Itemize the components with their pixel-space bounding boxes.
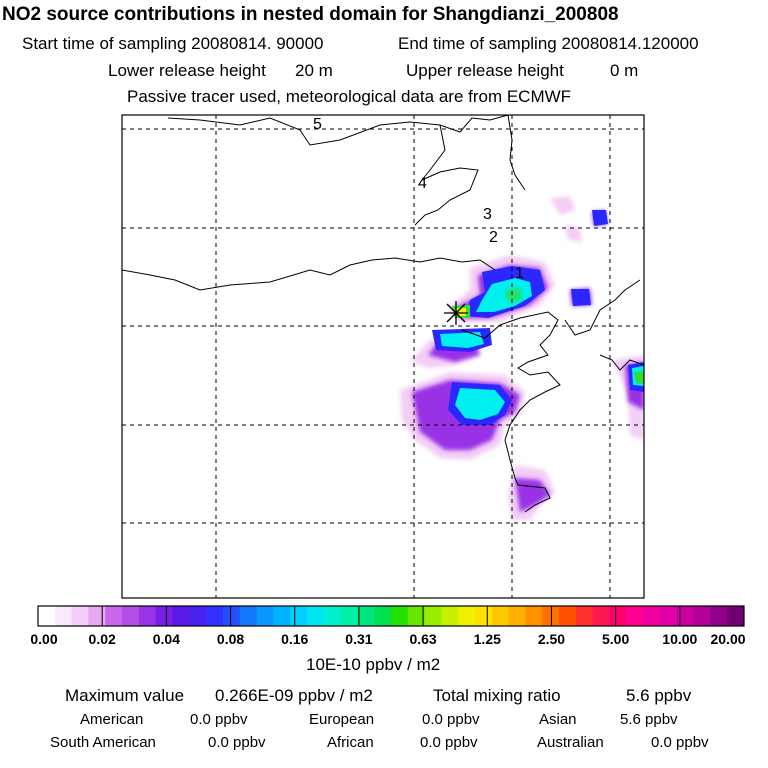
receptor-star-icon: [444, 301, 468, 325]
colorbar-tick-label: 0.02: [88, 631, 116, 647]
region-name: African: [327, 734, 374, 751]
max-value: 0.266E-09 ppbv / m2: [215, 686, 373, 705]
colorbar-tick-label: 0.08: [216, 631, 245, 647]
colorbar-tick-label: 20.00: [710, 631, 746, 647]
region-name: American: [80, 711, 144, 728]
region-value: 5.6 ppbv: [620, 711, 678, 728]
lower-release-label: Lower release height: [108, 61, 266, 80]
colorbar-tick-label: 0.04: [152, 631, 180, 647]
colorbar-tick-label: 5.00: [602, 631, 630, 647]
region-value: 0.0 ppbv: [422, 711, 480, 728]
region-value: 0.0 ppbv: [651, 734, 709, 751]
colorbar-tick-label: 1.25: [473, 631, 501, 647]
region-name: Australian: [537, 734, 604, 751]
region-name: Asian: [539, 711, 577, 728]
trajectory-label-5: 5: [313, 116, 322, 133]
upper-release-value: 0 m: [610, 61, 639, 80]
region-value: 0.0 ppbv: [208, 734, 266, 751]
coastline-borders: [122, 115, 644, 513]
region-value: 0.0 ppbv: [190, 711, 248, 728]
end-time-label: End time of sampling 20080814.120000: [398, 34, 699, 53]
lower-release-value: 20 m: [295, 61, 333, 80]
colorbar-tick-label: 0.16: [281, 631, 309, 647]
tracer-note: Passive tracer used, meteorological data…: [127, 87, 572, 106]
start-time-label: Start time of sampling 20080814. 90000: [22, 34, 324, 53]
region-name: European: [309, 711, 375, 728]
colorbar-tick-label: 0.00: [30, 631, 58, 647]
map-title: NO2 source contributions in nested domai…: [2, 4, 619, 25]
colorbar-tick-label: 10.00: [662, 631, 698, 647]
colorbar-tick-label: 0.31: [345, 631, 373, 647]
colorbar-tick-label: 2.50: [537, 631, 566, 647]
total-mixing-label: Total mixing ratio: [433, 686, 561, 705]
max-value-label: Maximum value: [65, 686, 185, 705]
plume-field: [400, 196, 644, 520]
colorbar-unit: 10E-10 ppbv / m2: [306, 655, 441, 674]
map-background: [122, 115, 644, 598]
region-value: 0.0 ppbv: [420, 734, 478, 751]
trajectory-label-1: 1: [515, 265, 524, 282]
total-mixing-value: 5.6 ppbv: [626, 686, 692, 705]
map-frame: [121, 114, 645, 599]
trajectory-label-3: 3: [483, 206, 492, 223]
colorbar-tick-label: 0.63: [409, 631, 437, 647]
trajectory-label-2: 2: [489, 229, 498, 246]
trajectory-label-4: 4: [418, 175, 427, 192]
graticule: [122, 115, 644, 598]
upper-release-label: Upper release height: [406, 61, 564, 80]
region-name: South American: [50, 734, 156, 751]
